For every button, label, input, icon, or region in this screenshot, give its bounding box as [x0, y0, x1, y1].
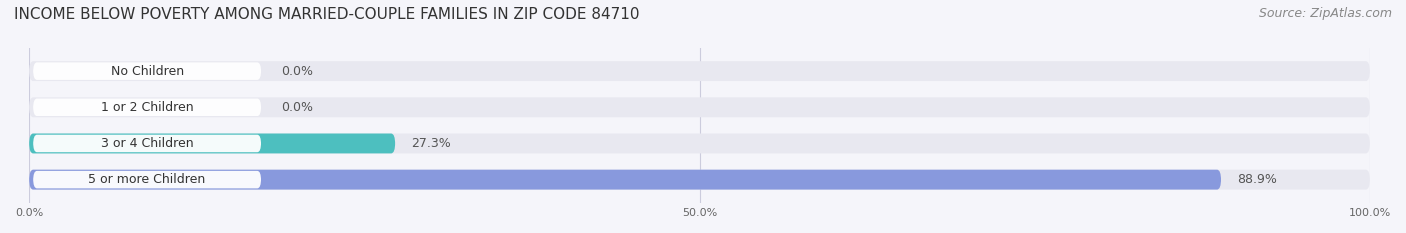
Text: 3 or 4 Children: 3 or 4 Children	[101, 137, 194, 150]
FancyBboxPatch shape	[34, 99, 262, 116]
FancyBboxPatch shape	[30, 134, 1369, 153]
FancyBboxPatch shape	[30, 61, 1369, 81]
Text: 5 or more Children: 5 or more Children	[89, 173, 205, 186]
Text: 27.3%: 27.3%	[411, 137, 451, 150]
FancyBboxPatch shape	[30, 170, 1220, 190]
FancyBboxPatch shape	[30, 170, 1369, 190]
FancyBboxPatch shape	[30, 134, 395, 153]
FancyBboxPatch shape	[34, 171, 262, 188]
Text: INCOME BELOW POVERTY AMONG MARRIED-COUPLE FAMILIES IN ZIP CODE 84710: INCOME BELOW POVERTY AMONG MARRIED-COUPL…	[14, 7, 640, 22]
FancyBboxPatch shape	[30, 97, 1369, 117]
FancyBboxPatch shape	[34, 62, 262, 80]
Text: 1 or 2 Children: 1 or 2 Children	[101, 101, 194, 114]
Text: 0.0%: 0.0%	[281, 101, 314, 114]
Text: No Children: No Children	[111, 65, 184, 78]
Text: 0.0%: 0.0%	[281, 65, 314, 78]
Text: Source: ZipAtlas.com: Source: ZipAtlas.com	[1258, 7, 1392, 20]
FancyBboxPatch shape	[34, 135, 262, 152]
Text: 88.9%: 88.9%	[1237, 173, 1277, 186]
